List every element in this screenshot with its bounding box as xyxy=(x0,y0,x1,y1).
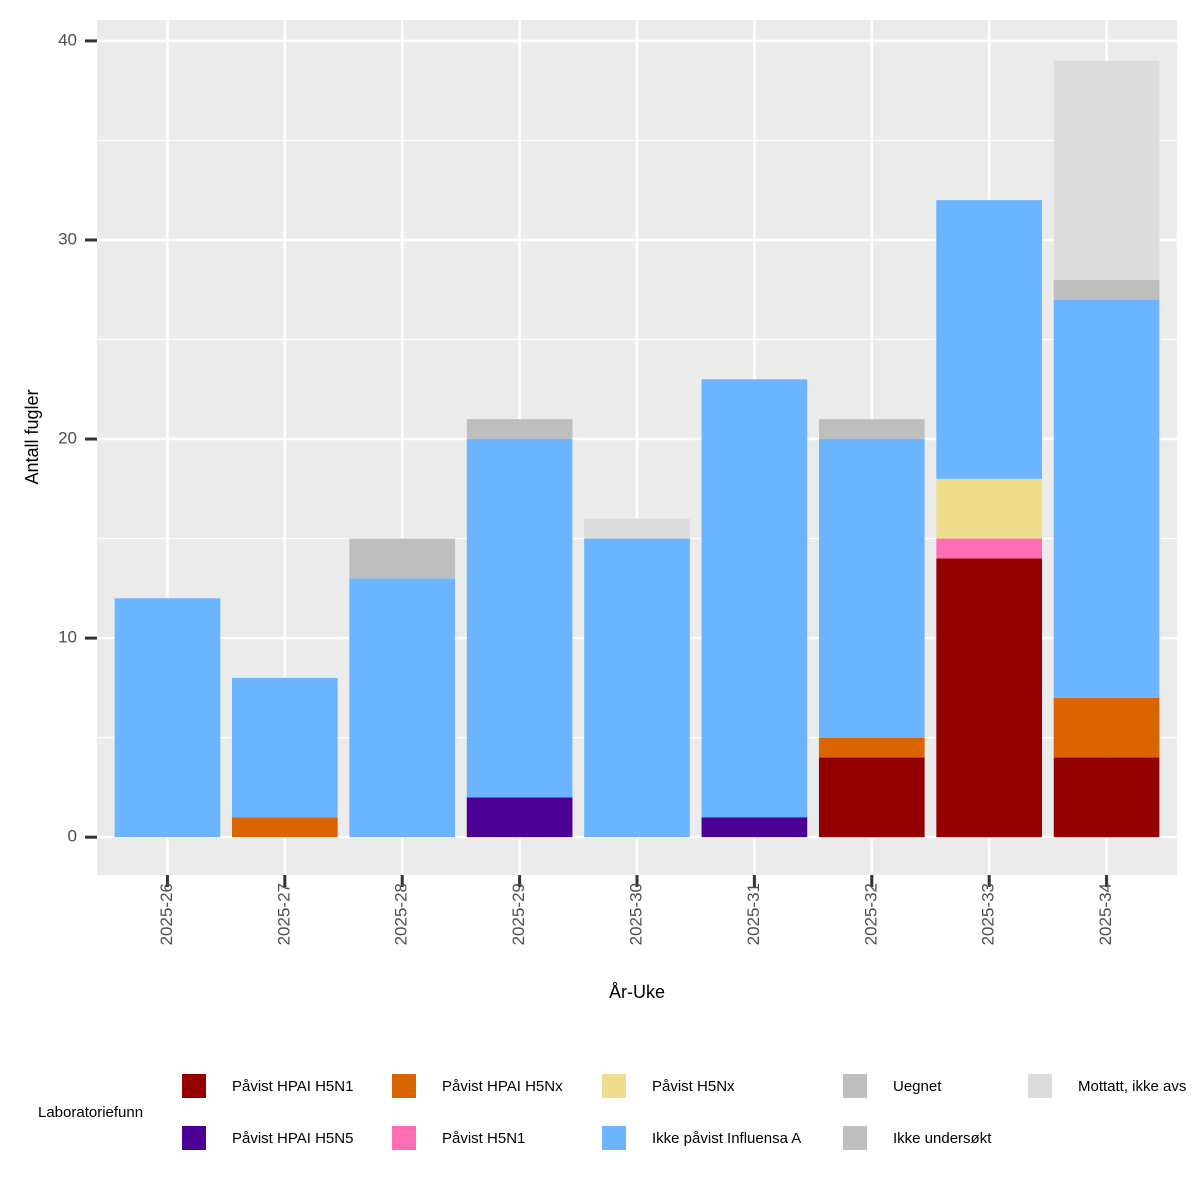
legend-key xyxy=(180,1124,208,1152)
bar-segment xyxy=(1053,697,1160,758)
y-tick-label: 0 xyxy=(68,827,77,846)
bar-segment xyxy=(1053,299,1160,698)
y-tick-label: 10 xyxy=(58,628,77,647)
x-axis-title: År-Uke xyxy=(609,982,665,1002)
legend-label: Uegnet xyxy=(893,1078,942,1095)
bar-segment xyxy=(701,379,808,818)
bar-segment xyxy=(466,419,573,440)
x-tick-label: 2025-26 xyxy=(157,883,176,945)
bar-segment xyxy=(466,797,573,838)
legend-key xyxy=(390,1072,418,1100)
legend-title: Laboratoriefunn xyxy=(38,1104,143,1121)
legend-key xyxy=(841,1124,869,1152)
bar-segment xyxy=(1053,60,1160,280)
bar-segment xyxy=(349,538,456,579)
legend-key xyxy=(600,1124,628,1152)
x-tick-label: 2025-29 xyxy=(509,883,528,945)
legend-key xyxy=(1026,1072,1054,1100)
bar-segment xyxy=(232,817,338,838)
y-axis-title: Antall fugler xyxy=(22,389,42,484)
x-tick-label: 2025-30 xyxy=(626,883,645,945)
bar-segment xyxy=(466,439,573,798)
bar-segment xyxy=(818,439,925,738)
y-tick-label: 20 xyxy=(58,429,77,448)
bar-segment xyxy=(701,817,808,838)
bar-segment xyxy=(1053,757,1160,838)
bar-segment xyxy=(349,578,456,838)
legend-label: Mottatt, ikke avs xyxy=(1078,1078,1186,1095)
bar-segment xyxy=(584,538,690,838)
legend-label: Påvist HPAI H5N5 xyxy=(232,1130,353,1147)
x-tick-label: 2025-34 xyxy=(1096,883,1115,945)
legend-label: Ikke påvist Influensa A xyxy=(652,1130,801,1147)
x-tick-label: 2025-32 xyxy=(861,883,880,945)
y-tick-label: 30 xyxy=(58,229,77,248)
x-tick-label: 2025-27 xyxy=(274,883,293,945)
legend-key xyxy=(600,1072,628,1100)
legend-label: Påvist HPAI H5N1 xyxy=(232,1078,353,1095)
legend-label: Påvist H5Nx xyxy=(652,1078,735,1095)
bar-segment xyxy=(114,598,221,838)
x-tick-label: 2025-33 xyxy=(979,883,998,945)
legend-key xyxy=(841,1072,869,1100)
bar-segment xyxy=(818,419,925,440)
legend-label: Påvist HPAI H5Nx xyxy=(442,1078,563,1095)
bar-segment xyxy=(936,478,1042,539)
bar-segment xyxy=(936,200,1042,479)
bar-segment xyxy=(936,558,1042,838)
bar-segment xyxy=(936,538,1042,559)
legend-key xyxy=(180,1072,208,1100)
x-tick-label: 2025-31 xyxy=(744,883,763,945)
bar-segment xyxy=(232,677,338,818)
bar-segment xyxy=(1053,279,1160,300)
bar-segment xyxy=(584,518,690,539)
bar-segment xyxy=(818,757,925,838)
x-tick-label: 2025-28 xyxy=(392,883,411,945)
legend-label: Ikke undersøkt xyxy=(893,1130,992,1147)
bar-segment xyxy=(818,737,925,758)
y-tick-label: 40 xyxy=(58,30,77,49)
legend-label: Påvist H5N1 xyxy=(442,1130,525,1147)
legend-key xyxy=(390,1124,418,1152)
